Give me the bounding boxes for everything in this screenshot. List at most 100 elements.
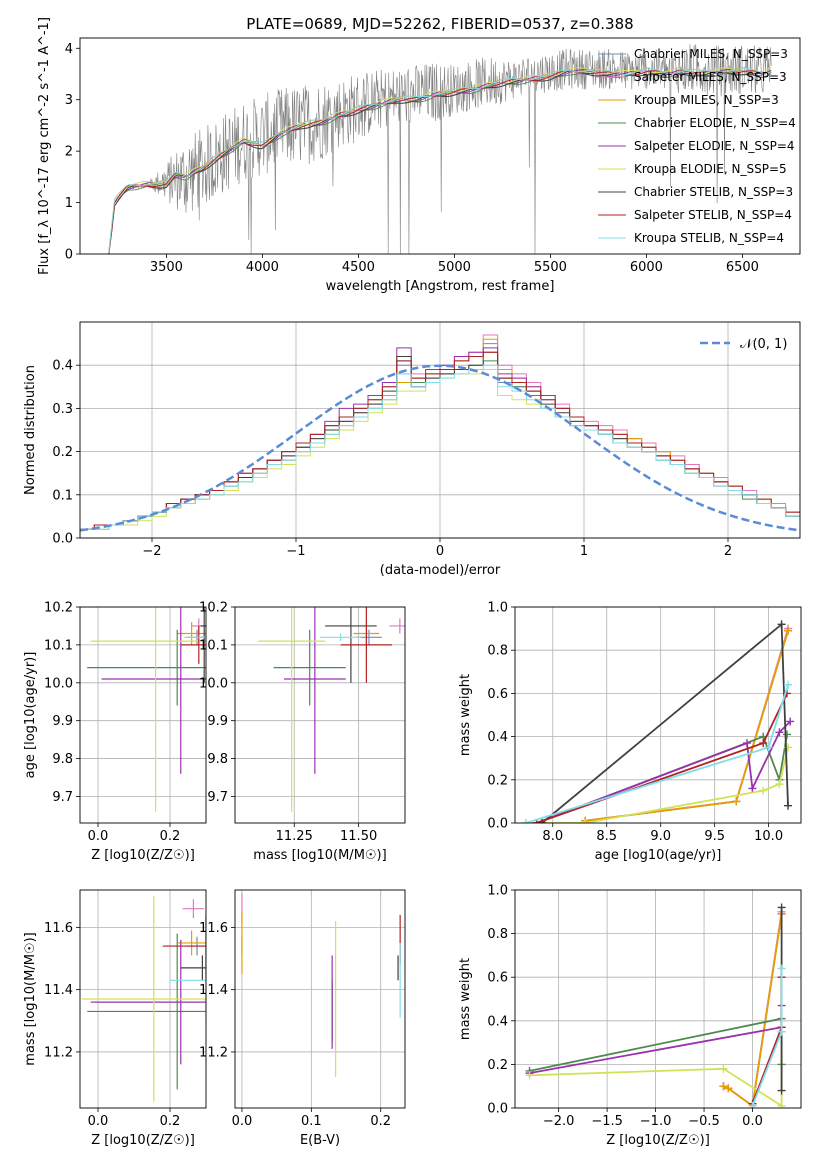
y-tick-label: 9.7	[52, 790, 73, 805]
y-tick-label: 10.1	[199, 638, 228, 653]
x-axis-label: E(B-V)	[300, 1133, 340, 1148]
y-tick-label: 9.8	[52, 752, 73, 767]
chart-mass-vs-EBV: 0.0 0.1 0.2 11.2 11.4 11.6 E(B-V)	[199, 889, 406, 1148]
weight-marker	[759, 739, 768, 748]
weight-marker	[777, 1086, 786, 1095]
weight-marker	[724, 1084, 733, 1093]
plot-area	[525, 903, 786, 1108]
axis-frame	[234, 889, 406, 1109]
x-tick-label: 6000	[630, 260, 663, 275]
y-tick-label: 10.0	[199, 676, 228, 691]
y-tick-label: 11.4	[44, 983, 73, 998]
weight-marker	[581, 819, 590, 823]
weight-marker	[743, 739, 752, 748]
y-tick-label: 0.8	[487, 927, 508, 942]
x-axis-label: age [log10(age/yr)]	[595, 848, 722, 863]
x-tick-label: 4500	[342, 260, 375, 275]
y-tick-label: 9.8	[207, 752, 228, 767]
weight-marker	[521, 819, 530, 823]
weight-marker	[732, 797, 741, 806]
x-tick-label: 0.0	[742, 1114, 763, 1129]
x-axis-label: Z [log10(Z/Z☉)]	[91, 848, 195, 863]
axis-frame	[514, 606, 802, 824]
weight-marker	[777, 1027, 786, 1036]
weight-marker	[784, 680, 793, 689]
y-tick-label: 1.0	[487, 884, 508, 899]
x-tick-label: 0.2	[370, 1114, 391, 1129]
y-tick-label: 1	[65, 196, 73, 211]
x-axis-label: mass [log10(M/M☉)]	[253, 848, 386, 863]
weight-marker	[784, 801, 793, 810]
x-tick-label: −1	[286, 544, 305, 559]
x-tick-label: 8.0	[542, 829, 563, 844]
model-line	[108, 67, 772, 253]
weight-line	[525, 684, 789, 823]
y-tick-label: 0.4	[487, 1014, 508, 1029]
x-tick-label: 11.25	[276, 829, 313, 844]
legend-label: Kroupa ELODIE, N_SSP=5	[634, 162, 787, 176]
y-tick-label: 0.8	[487, 644, 508, 659]
weight-marker	[719, 1064, 728, 1073]
y-tick-label: 10.2	[44, 601, 73, 616]
x-tick-label: 6500	[726, 260, 759, 275]
axis-frame	[79, 37, 801, 255]
x-tick-label: 0	[436, 544, 444, 559]
model-line	[108, 67, 772, 253]
figure-title: PLATE=0689, MJD=52262, FIBERID=0537, z=0…	[246, 15, 633, 33]
x-tick-label: 5000	[438, 260, 471, 275]
plot-area	[81, 896, 206, 1102]
y-tick-label: 0.4	[52, 359, 73, 374]
plot-area	[241, 893, 401, 1077]
chart-residuals: 𝒩(0, 1) −2 −1 0 1 2 0.0 0.1 0.2 0.3 0.4 (data-model…	[23, 321, 801, 578]
axis-frame	[514, 889, 802, 1109]
y-axis-label: Flux [f_λ 10^-17 erg cm^-2 s^-1 A^-1]	[37, 17, 52, 275]
weight-marker	[782, 730, 791, 739]
legend-label: Kroupa STELIB, N_SSP=4	[634, 231, 784, 245]
x-tick-label: 8.5	[596, 829, 617, 844]
y-tick-label: 0.4	[487, 730, 508, 745]
chart-age-vs-mass: 11.25 11.50 9.7 9.8 9.9 10.0 10.1 10.2 mass [log…	[199, 601, 406, 863]
y-tick-label: 10.0	[44, 676, 73, 691]
axis-frame	[79, 606, 207, 824]
plot-area	[258, 607, 405, 812]
legend-label: Salpeter MILES, N_SSP=3	[634, 70, 787, 84]
y-tick-label: 0.3	[52, 402, 73, 417]
weight-marker	[777, 620, 786, 629]
x-tick-label: 5500	[534, 260, 567, 275]
x-axis-label: wavelength [Angstrom, rest frame]	[326, 279, 555, 294]
weight-marker	[777, 903, 786, 912]
x-tick-label: 9.5	[704, 829, 725, 844]
weight-marker	[786, 717, 795, 726]
y-tick-label: 0.2	[52, 445, 73, 460]
weight-marker	[719, 1082, 728, 1091]
chart-age-vs-Z: 0.0 0.2 9.7 9.8 9.9 10.0 10.1 10.2 Z [log10(Z/Z☉…	[23, 601, 207, 863]
y-tick-label: 0.6	[487, 687, 508, 702]
y-tick-label: 0.0	[52, 532, 73, 547]
y-tick-label: 0.1	[52, 488, 73, 503]
y-tick-label: 9.7	[207, 790, 228, 805]
y-tick-label: 11.2	[44, 1045, 73, 1060]
legend-label: Chabrier ELODIE, N_SSP=4	[634, 116, 796, 130]
weight-marker	[759, 786, 768, 795]
y-tick-label: 0.0	[487, 817, 508, 832]
panels: Chabrier MILES, N_SSP=3 Salpeter MILES, N…	[23, 17, 802, 1148]
y-tick-label: 10.1	[44, 638, 73, 653]
y-tick-label: 1.0	[487, 601, 508, 616]
plot-area	[80, 334, 800, 538]
gaussian-curve	[80, 364, 800, 532]
y-tick-label: 11.2	[199, 1045, 228, 1060]
weight-marker	[764, 743, 773, 752]
y-tick-label: 11.4	[199, 983, 228, 998]
x-tick-label: 3500	[150, 260, 183, 275]
legend-label: Salpeter ELODIE, N_SSP=4	[634, 139, 795, 153]
x-tick-label: 10.0	[754, 829, 783, 844]
x-tick-label: 0.0	[88, 1114, 109, 1129]
weight-line	[723, 913, 783, 1108]
axis-frame	[234, 606, 406, 824]
weight-marker	[525, 1071, 534, 1080]
y-tick-label: 10.2	[199, 601, 228, 616]
plot-area	[521, 620, 795, 823]
plot-area	[87, 607, 206, 812]
weight-marker	[777, 1101, 786, 1108]
x-tick-label: −2	[142, 544, 161, 559]
